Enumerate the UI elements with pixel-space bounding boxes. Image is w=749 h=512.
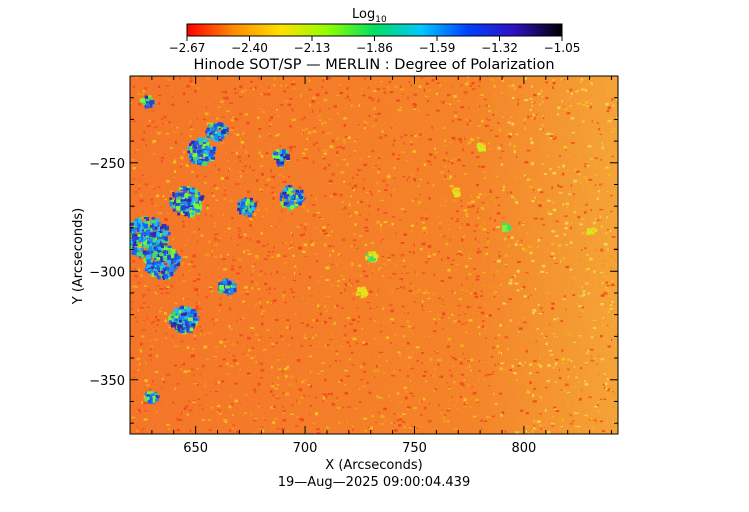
colorbar-ticks: −2.67 −2.40 −2.13 −1.86 −1.59 −1.32 −1.05: [169, 36, 581, 55]
patch-dot: [125, 232, 130, 237]
x-axis-label: X (Arcseconds): [325, 458, 422, 473]
x-tick-label: 750: [402, 441, 427, 456]
colorbar-tick-label: −1.05: [544, 41, 581, 55]
colorbar: [186, 23, 563, 37]
y-tick-label: −250: [89, 157, 125, 172]
colorbar-tick-label: −1.32: [481, 41, 518, 55]
chart-title: Hinode SOT/SP — MERLIN : Degree of Polar…: [193, 57, 554, 73]
y-axis: −250 −300 −350: [89, 75, 618, 424]
y-tick-label: −350: [89, 374, 125, 389]
heatmap-image: [124, 76, 618, 434]
colorbar-tick-label: −1.86: [356, 41, 393, 55]
colorbar-title: Log10: [352, 7, 387, 25]
x-tick-label: 650: [183, 441, 208, 456]
x-axis: 650 700 750 800: [151, 76, 612, 456]
y-axis-label: Y (Arcseconds): [71, 208, 86, 305]
colorbar-title-main: Log: [352, 7, 375, 22]
patch-dot: [126, 241, 128, 244]
patch-dot: [124, 239, 128, 242]
plot-frame: [129, 75, 619, 435]
patch-dot: [126, 242, 128, 247]
x-tick-label: 800: [511, 441, 536, 456]
patch-dot: [126, 241, 130, 243]
patch-dot: [126, 241, 129, 245]
colorbar-tick-label: −2.40: [231, 41, 268, 55]
y-tick-label: −300: [89, 265, 125, 280]
x-tick-label: 700: [293, 441, 318, 456]
colorbar-title-sub: 10: [375, 15, 387, 25]
colorbar-tick-label: −2.67: [169, 41, 206, 55]
patch-dot: [124, 239, 128, 243]
colorbar-tick-label: −2.13: [294, 41, 331, 55]
colorbar-tick-label: −1.59: [419, 41, 456, 55]
timestamp: 19—Aug—2025 09:00:04.439: [278, 475, 470, 490]
